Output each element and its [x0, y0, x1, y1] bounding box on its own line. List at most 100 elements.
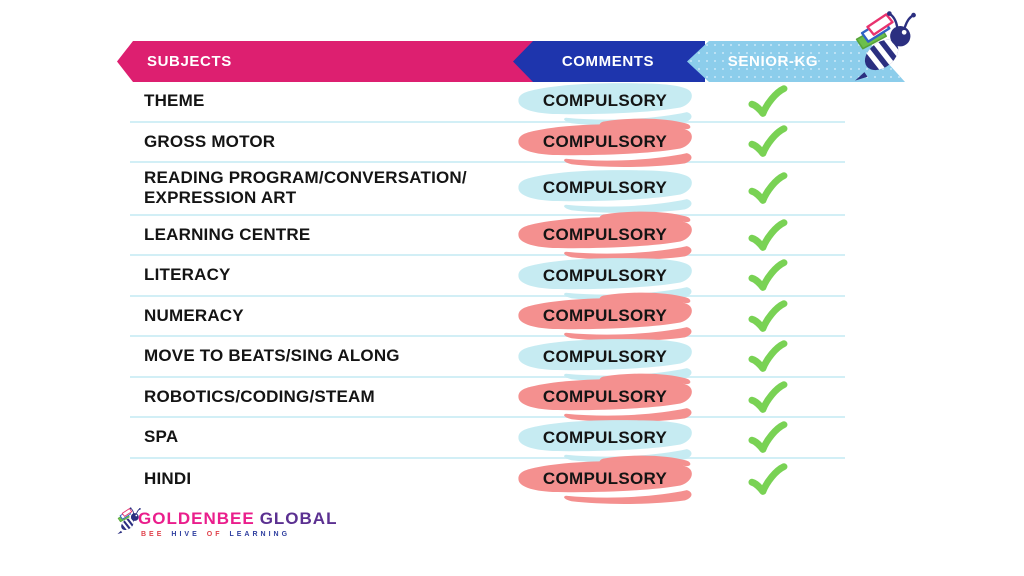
status-cell: [690, 340, 845, 373]
checkmark-icon: [748, 380, 788, 413]
brand-tagline-word: LEARNING: [229, 530, 291, 538]
brush-stroke-highlight: [518, 292, 692, 341]
comment-highlight: COMPULSORY: [518, 373, 692, 422]
comment-highlight: COMPULSORY: [518, 211, 692, 260]
table-row: LITERACY COMPULSORY: [130, 256, 845, 301]
brush-stroke-highlight: [518, 373, 692, 422]
header-senior-kg-label: SENIOR-KG: [727, 53, 819, 70]
subject-label: READING PROGRAM/CONVERSATION/ EXPRESSION…: [144, 168, 467, 208]
checkmark-icon: [748, 259, 788, 291]
comment-cell: COMPULSORY: [518, 257, 692, 301]
subject-label: MOVE TO BEATS/SING ALONG: [144, 346, 400, 366]
checkmark-icon: [748, 299, 788, 332]
status-cell: [690, 172, 845, 205]
comment-label: COMPULSORY: [542, 387, 668, 407]
checkmark-icon: [748, 172, 788, 204]
status-cell: [690, 218, 845, 252]
header-subjects-label: SUBJECTS: [147, 53, 232, 70]
subject-cell: READING PROGRAM/CONVERSATION/ EXPRESSION…: [130, 163, 520, 214]
brush-stroke-highlight: [518, 118, 692, 167]
subject-label: ROBOTICS/CODING/STEAM: [144, 386, 375, 406]
comment-cell: COMPULSORY: [518, 118, 692, 167]
brush-stroke-highlight: [518, 170, 692, 214]
status-cell: [690, 462, 845, 496]
table-row: READING PROGRAM/CONVERSATION/ EXPRESSION…: [130, 163, 845, 216]
comment-cell: COMPULSORY: [518, 83, 692, 127]
subject-cell: GROSS MOTOR: [130, 127, 520, 157]
comment-label: COMPULSORY: [542, 306, 668, 326]
table-row: HINDI COMPULSORY: [130, 455, 845, 504]
brand-name-primary: GOLDENBEE: [138, 509, 255, 528]
brand-tagline-word: HIVE: [171, 530, 200, 538]
comment-highlight: COMPULSORY: [518, 419, 692, 463]
status-cell: [690, 259, 845, 292]
subject-label: SPA: [144, 427, 179, 447]
subject-cell: MOVE TO BEATS/SING ALONG: [130, 341, 520, 371]
checkmark-icon: [748, 340, 788, 372]
comment-cell: COMPULSORY: [518, 211, 692, 260]
table-row: ROBOTICS/CODING/STEAM COMPULSORY: [130, 373, 845, 422]
comment-highlight: COMPULSORY: [518, 338, 692, 382]
brush-stroke-highlight: [518, 455, 692, 504]
header-comments-label: COMMENTS: [561, 53, 655, 70]
comment-cell: COMPULSORY: [518, 373, 692, 422]
table-row: SPA COMPULSORY: [130, 418, 845, 463]
table-row: GROSS MOTOR COMPULSORY: [130, 118, 845, 167]
checkmark-icon: [748, 84, 788, 117]
subject-label: HINDI: [144, 468, 192, 488]
comment-label: COMPULSORY: [542, 131, 668, 151]
comment-cell: COMPULSORY: [518, 419, 692, 463]
subject-cell: SPA: [130, 422, 520, 452]
brand-text: GOLDENBEE GLOBAL BEE HIVE OF LEARNING: [138, 504, 337, 538]
subject-label: LEARNING CENTRE: [144, 224, 311, 244]
checkmark-icon: [748, 125, 788, 158]
subject-cell: LITERACY: [130, 260, 520, 290]
comment-cell: COMPULSORY: [518, 170, 692, 214]
comment-highlight: COMPULSORY: [518, 257, 692, 301]
subjects-table-body: THEME COMPULSORY GROSS MOTOR: [130, 82, 845, 504]
brand-tagline: BEE HIVE OF LEARNING: [138, 531, 337, 538]
subject-label: GROSS MOTOR: [144, 131, 276, 151]
subject-cell: NUMERACY: [130, 301, 520, 331]
status-cell: [690, 380, 845, 414]
comment-highlight: COMPULSORY: [518, 170, 692, 214]
comment-cell: COMPULSORY: [518, 338, 692, 382]
status-cell: [690, 84, 845, 118]
header-comments-banner: COMMENTS: [513, 41, 705, 82]
brush-stroke-highlight: [518, 211, 692, 260]
table-row: MOVE TO BEATS/SING ALONG COMPULSORY: [130, 337, 845, 382]
comment-label: COMPULSORY: [542, 427, 668, 447]
subject-cell: THEME: [130, 86, 520, 116]
comment-highlight: COMPULSORY: [518, 292, 692, 341]
checkmark-icon: [748, 421, 788, 453]
bee-logo-icon: [841, 1, 919, 87]
comment-cell: COMPULSORY: [518, 455, 692, 504]
brand-tagline-word: OF: [206, 530, 223, 538]
table-row: THEME COMPULSORY: [130, 82, 845, 127]
comment-highlight: COMPULSORY: [518, 118, 692, 167]
status-cell: [690, 299, 845, 333]
subject-cell: LEARNING CENTRE: [130, 220, 520, 250]
subject-label: NUMERACY: [144, 305, 244, 325]
comment-highlight: COMPULSORY: [518, 83, 692, 127]
checkmark-icon: [748, 218, 788, 251]
subject-cell: HINDI: [130, 464, 520, 494]
comment-label: COMPULSORY: [542, 225, 668, 245]
header-subjects-banner: SUBJECTS: [117, 41, 560, 82]
brand-tagline-word: BEE: [141, 530, 165, 538]
comment-label: COMPULSORY: [542, 178, 668, 198]
brand-logo: GOLDENBEE GLOBAL BEE HIVE OF LEARNING: [112, 504, 337, 538]
comment-highlight: COMPULSORY: [518, 455, 692, 504]
comment-label: COMPULSORY: [542, 91, 668, 111]
table-row: NUMERACY COMPULSORY: [130, 292, 845, 341]
comment-label: COMPULSORY: [542, 469, 668, 489]
comment-label: COMPULSORY: [542, 346, 668, 366]
table-row: LEARNING CENTRE COMPULSORY: [130, 211, 845, 260]
subject-label: THEME: [144, 91, 205, 111]
table-header: SUBJECTS COMMENTS SENIOR-KG: [0, 41, 1024, 82]
subject-cell: ROBOTICS/CODING/STEAM: [130, 382, 520, 412]
brand-name-secondary: GLOBAL: [259, 509, 338, 528]
subject-label: LITERACY: [144, 265, 231, 285]
brand-name: GOLDENBEE GLOBAL: [138, 509, 338, 529]
